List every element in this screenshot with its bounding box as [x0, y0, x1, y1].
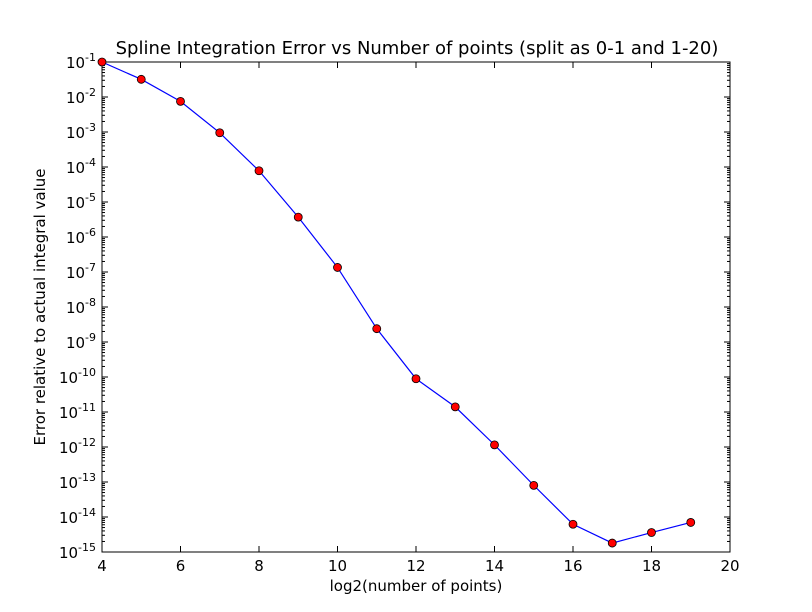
y-tick-label: 10-6 — [66, 226, 96, 247]
y-tick-exponent: -7 — [85, 261, 96, 274]
y-tick-base: 10 — [66, 124, 85, 142]
y-tick-exponent: -15 — [78, 541, 96, 554]
y-tick-label: 10-13 — [59, 471, 96, 492]
y-tick-label: 10-14 — [59, 506, 96, 527]
y-tick-exponent: -5 — [85, 191, 96, 204]
y-tick-label: 10-10 — [59, 366, 96, 387]
y-tick-base: 10 — [66, 229, 85, 247]
y-tick-label: 10-12 — [59, 436, 96, 457]
y-tick-exponent: -2 — [85, 86, 96, 99]
x-tick-labels: 4 6 8 10 12 14 16 18 20 — [97, 557, 739, 575]
y-tick-base: 10 — [66, 54, 85, 72]
x-tick-label: 12 — [406, 557, 425, 575]
y-tick-exponent: -10 — [78, 366, 96, 379]
series-group — [97, 57, 696, 548]
x-tick-label: 4 — [97, 557, 107, 575]
data-point — [254, 166, 264, 176]
y-tick-exponent: -6 — [85, 226, 96, 239]
y-tick-exponent: -12 — [78, 436, 96, 449]
chart-title: Spline Integration Error vs Number of po… — [116, 38, 719, 59]
y-tick-base: 10 — [59, 474, 78, 492]
data-point — [136, 74, 146, 84]
data-point — [215, 128, 225, 138]
y-tick-label: 10-8 — [66, 296, 96, 317]
y-tick-exponent: -3 — [85, 121, 96, 134]
y-tick-label: 10-3 — [66, 121, 96, 142]
y-tick-label: 10-11 — [59, 401, 96, 422]
x-tick-label: 18 — [642, 557, 661, 575]
x-tick-label: 8 — [254, 557, 264, 575]
y-tick-exponent: -13 — [78, 471, 96, 484]
data-point — [647, 528, 656, 537]
tick-marks — [101, 61, 731, 553]
y-tick-base: 10 — [59, 544, 78, 562]
y-tick-base: 10 — [59, 404, 78, 422]
data-point — [97, 57, 107, 67]
y-tick-label: 10-15 — [59, 541, 96, 562]
x-tick-label: 10 — [328, 557, 347, 575]
series-line — [101, 61, 691, 544]
x-tick-label: 16 — [563, 557, 582, 575]
y-tick-labels: 10-1510-1410-1310-1210-1110-1010-910-810… — [59, 51, 96, 562]
data-point — [450, 402, 460, 412]
y-tick-label: 10-1 — [66, 51, 96, 72]
data-point — [411, 374, 421, 384]
data-point — [529, 480, 539, 490]
y-tick-base: 10 — [59, 439, 78, 457]
y-tick-label: 10-9 — [66, 331, 96, 352]
data-point — [607, 538, 617, 548]
y-tick-exponent: -4 — [85, 156, 96, 169]
y-tick-base: 10 — [59, 369, 78, 387]
plot-frame — [101, 61, 731, 553]
y-tick-base: 10 — [66, 194, 85, 212]
y-tick-label: 10-4 — [66, 156, 96, 177]
y-axis-label: Error relative to actual integral value — [31, 168, 49, 445]
x-axis-label: log2(number of points) — [330, 577, 503, 595]
y-tick-base: 10 — [66, 334, 85, 352]
data-point — [568, 519, 578, 529]
data-point — [293, 212, 303, 222]
data-point — [176, 96, 185, 106]
y-tick-base: 10 — [66, 159, 85, 177]
y-tick-label: 10-7 — [66, 261, 96, 282]
data-point — [333, 263, 342, 272]
data-point — [490, 440, 499, 450]
y-tick-base: 10 — [66, 299, 85, 317]
data-point — [372, 324, 382, 334]
x-tick-label: 6 — [176, 557, 186, 575]
x-tick-label: 14 — [485, 557, 504, 575]
y-tick-exponent: -1 — [85, 51, 96, 64]
x-tick-label: 20 — [720, 557, 739, 575]
y-tick-label: 10-5 — [66, 191, 96, 212]
data-point — [686, 518, 696, 527]
y-tick-exponent: -9 — [85, 331, 96, 344]
y-tick-exponent: -8 — [85, 296, 96, 309]
y-tick-label: 10-2 — [66, 86, 96, 107]
y-tick-exponent: -11 — [78, 401, 96, 414]
y-tick-base: 10 — [59, 509, 78, 527]
y-tick-base: 10 — [66, 89, 85, 107]
y-tick-exponent: -14 — [78, 506, 96, 519]
y-tick-base: 10 — [66, 264, 85, 282]
